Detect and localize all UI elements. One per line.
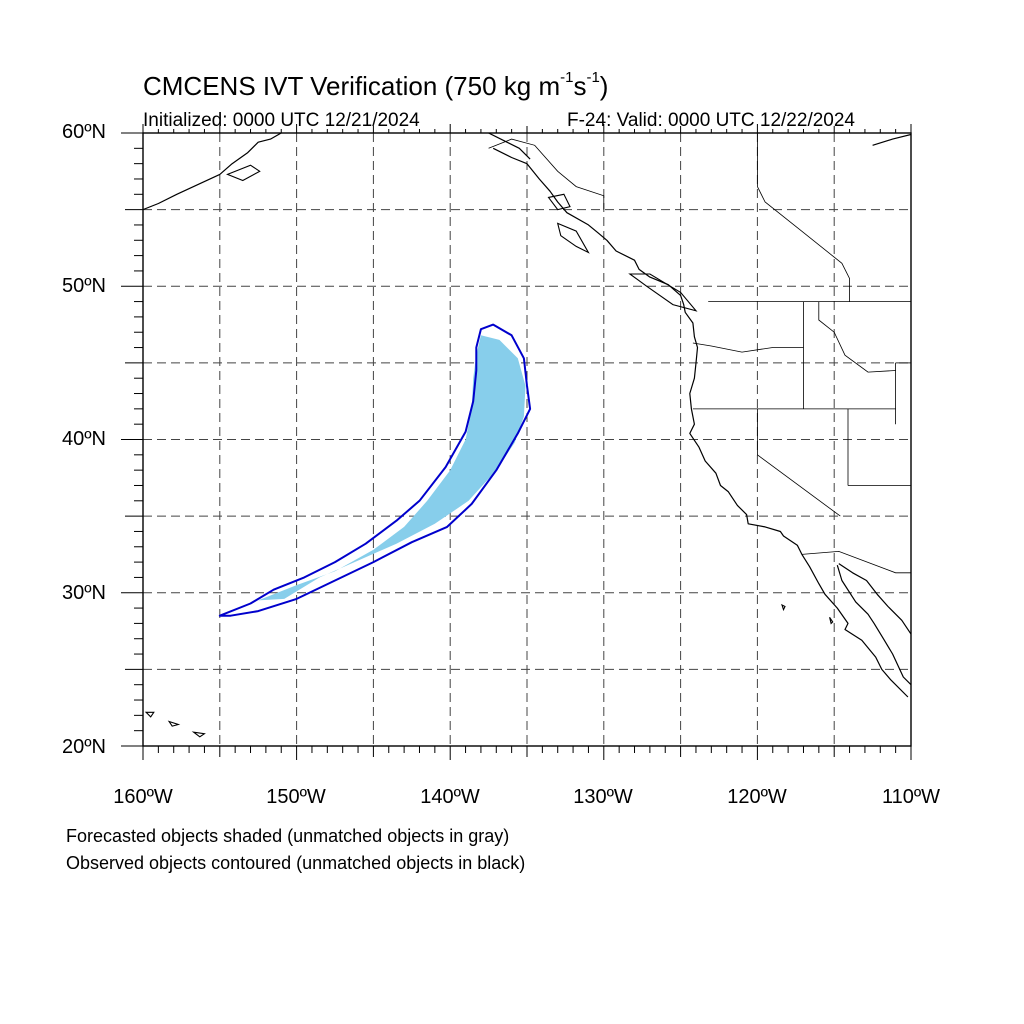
legend-forecast-note: Forecasted objects shaded (unmatched obj… [66,826,510,846]
lat-label-60n: 60ºN [62,121,106,143]
island-kodiak [226,164,261,182]
title-text: CMCENS IVT Verification (750 kg m [143,71,561,101]
lon-label-140w: 140ºW [420,786,480,808]
observed-ivt-contour [218,323,532,617]
coast-gulf-east [838,563,911,635]
coast-gulf-west [836,565,911,686]
state-border [801,550,911,574]
island-cedros [829,616,834,625]
coast-west-america [492,147,909,698]
lat-label-40n: 40ºN [62,428,106,450]
state-border [488,138,605,210]
island-vancouver [628,273,698,312]
lon-label-110w: 110ºW [881,786,941,808]
coastlines [143,133,911,746]
page-title: CMCENS IVT Verification (750 kg m-1s-1) [143,69,609,102]
state-border [757,186,850,302]
title-close: ) [599,71,609,101]
init-time-label: Initialized: 0000 UTC 12/21/2024 [143,110,420,131]
island-haida-gwaii [556,222,590,254]
coast-canada-north [488,133,531,160]
island-prince-wales [547,193,571,211]
title-exponent-1: -1 [560,69,574,87]
forecast-ivt-object [258,335,526,601]
title-unit-s: s [573,71,587,101]
coast-northeast [872,133,911,146]
gridlines [143,133,911,746]
lon-label-150w: 150ºW [266,786,326,808]
state-border [818,301,896,373]
island-hawaii-maui [191,731,206,738]
valid-time-label: F-24: Valid: 0000 UTC 12/22/2024 [567,110,855,131]
title-exponent-2: -1 [586,69,600,87]
lon-label-160w: 160ºW [113,786,173,808]
lon-label-120w: 120ºW [727,786,787,808]
island-hawaii-oahu [167,720,181,727]
lon-label-130w: 130ºW [573,786,633,808]
island-hawaii-big [214,745,221,746]
island-guadalupe [781,603,786,612]
ivt-objects [218,323,532,617]
lat-label-20n: 20ºN [62,736,106,758]
legend-observed-note: Observed objects contoured (unmatched ob… [66,853,526,873]
lat-label-30n: 30ºN [62,582,106,604]
coast-alaska [143,133,282,211]
lat-label-50n: 50ºN [62,275,106,297]
axis-ticks [121,124,912,760]
political-borders [488,133,911,574]
island-hawaii-kauai [144,711,155,718]
state-border [692,342,804,353]
state-border [757,408,841,517]
